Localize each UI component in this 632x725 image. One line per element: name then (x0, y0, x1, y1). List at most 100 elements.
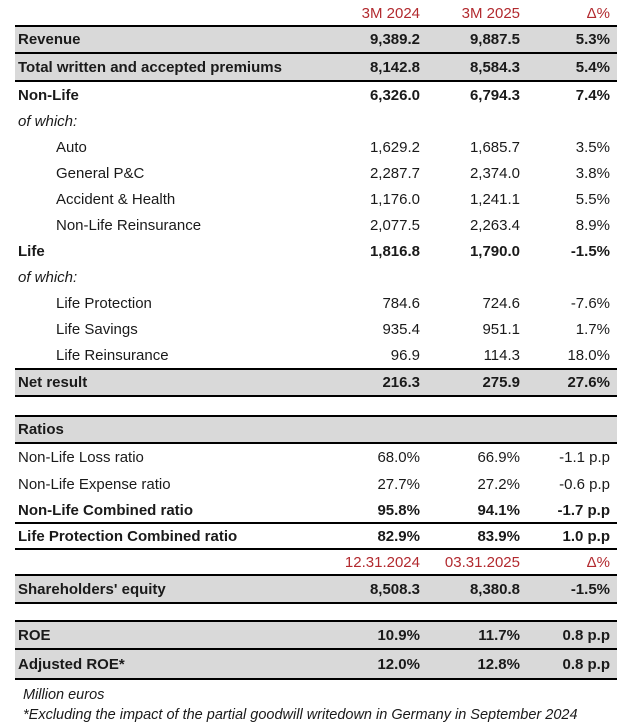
value-3m2025: 1,790.0 (469, 242, 520, 260)
row-nonlife-expense-ratio: Non-Life Expense ratio 27.7% 27.2% -0.6 … (15, 471, 617, 498)
value-delta: -1.5% (570, 580, 610, 598)
row-label: Life Savings (56, 320, 138, 338)
value-dec2024: 8,508.3 (369, 580, 420, 598)
row-life-protection-combined-ratio: Life Protection Combined ratio 82.9% 83.… (15, 524, 617, 550)
value-3m2024: 82.9% (377, 527, 420, 545)
value-3m2024: 95.8% (377, 501, 420, 519)
value-3m2024: 27.7% (377, 476, 420, 493)
value-delta: 0.8 p.p (562, 626, 610, 644)
value-3m2025: 2,263.4 (469, 216, 520, 234)
value-3m2024: 216.3 (382, 374, 420, 391)
value-3m2025: 8,584.3 (469, 58, 520, 76)
row-label: Life (18, 242, 45, 260)
financial-results-table: 3M 2024 3M 2025 Δ% Revenue 9,389.2 9,887… (15, 0, 617, 725)
value-delta: 5.4% (575, 58, 610, 76)
value-3m2025: 114.3 (483, 346, 520, 364)
row-nonlife-loss-ratio: Non-Life Loss ratio 68.0% 66.9% -1.1 p.p (15, 444, 617, 471)
row-label: Non-Life Combined ratio (18, 501, 193, 519)
row-of-which-nonlife: of which: (15, 108, 617, 134)
value-3m2025: 27.2% (477, 476, 520, 493)
row-nonlife-combined-ratio: Non-Life Combined ratio 95.8% 94.1% -1.7… (15, 498, 617, 524)
value-3m2024: 784.6 (382, 294, 420, 312)
row-life-savings: Life Savings 935.4 951.1 1.7% (15, 316, 617, 342)
row-label: Life Protection (56, 294, 152, 312)
value-3m2025: 94.1% (477, 501, 520, 519)
adjusted-roe-footnote: *Excluding the impact of the partial goo… (23, 707, 578, 723)
row-label: Total written and accepted premiums (18, 58, 282, 76)
value-3m2024: 96.9 (390, 346, 420, 364)
value-delta: 0.8 p.p (562, 655, 610, 673)
section-title: Ratios (18, 421, 64, 438)
row-accident-health: Accident & Health 1,176.0 1,241.1 5.5% (15, 186, 617, 212)
row-of-which-life: of which: (15, 264, 617, 290)
value-3m2025: 12.8% (477, 655, 520, 673)
row-label: Non-Life (18, 86, 79, 104)
value-delta: 5.3% (575, 31, 610, 48)
value-delta: 7.4% (575, 86, 610, 104)
row-net-result: Net result 216.3 275.9 27.6% (15, 368, 617, 397)
row-adjusted-roe: Adjusted ROE* 12.0% 12.8% 0.8 p.p (15, 650, 617, 680)
value-3m2025: 724.6 (482, 294, 520, 312)
value-3m2025: 83.9% (477, 527, 520, 545)
date-header-row: 12.31.2024 03.31.2025 Δ% (15, 550, 617, 574)
value-3m2025: 6,794.3 (469, 86, 520, 104)
row-life-protection: Life Protection 784.6 724.6 -7.6% (15, 290, 617, 316)
row-life: Life 1,816.8 1,790.0 -1.5% (15, 238, 617, 264)
header-delta-pct: Δ% (586, 553, 610, 571)
header-date-2025: 03.31.2025 (444, 553, 520, 571)
value-3m2024: 2,077.5 (369, 216, 420, 234)
row-label: ROE (18, 626, 51, 644)
row-nonlife-reinsurance: Non-Life Reinsurance 2,077.5 2,263.4 8.9… (15, 212, 617, 238)
value-delta: -7.6% (570, 294, 610, 312)
row-life-reinsurance: Life Reinsurance 96.9 114.3 18.0% (15, 342, 617, 368)
row-label: of which: (18, 268, 78, 286)
value-3m2025: 2,374.0 (469, 164, 520, 182)
row-label: Life Protection Combined ratio (18, 527, 238, 545)
row-auto: Auto 1,629.2 1,685.7 3.5% (15, 134, 617, 160)
value-delta: 5.5% (575, 190, 610, 208)
row-revenue: Revenue 9,389.2 9,887.5 5.3% (15, 25, 617, 54)
row-label: Net result (18, 374, 88, 391)
header-3m-2025: 3M 2025 (461, 5, 520, 22)
value-3m2025: 1,685.7 (469, 138, 520, 156)
value-3m2024: 10.9% (377, 626, 420, 644)
row-label: Revenue (18, 31, 81, 48)
row-label: Accident & Health (56, 190, 176, 208)
value-delta: 1.0 p.p (562, 527, 610, 545)
row-label: Auto (56, 138, 87, 156)
value-mar2025: 8,380.8 (469, 580, 520, 598)
value-delta: 18.0% (567, 346, 610, 364)
row-total-premiums: Total written and accepted premiums 8,14… (15, 54, 617, 82)
value-delta: 27.6% (567, 374, 610, 391)
row-label: Adjusted ROE* (18, 655, 125, 673)
footnotes: Million euros *Excluding the impact of t… (15, 685, 617, 725)
value-delta: -1.7 p.p (557, 501, 610, 519)
row-label: General P&C (56, 164, 145, 182)
row-label: Non-Life Expense ratio (18, 476, 171, 493)
value-3m2024: 1,629.2 (369, 138, 420, 156)
row-label: Non-Life Reinsurance (56, 216, 202, 234)
row-ratios-header: Ratios (15, 415, 617, 444)
row-label: Non-Life Loss ratio (18, 449, 144, 466)
value-3m2024: 9,389.2 (369, 31, 420, 48)
value-3m2025: 275.9 (482, 374, 520, 391)
value-3m2024: 8,142.8 (369, 58, 420, 76)
row-label: Shareholders' equity (18, 580, 166, 598)
value-3m2025: 11.7% (478, 626, 520, 644)
value-delta: 3.8% (575, 164, 610, 182)
period-header-row: 3M 2024 3M 2025 Δ% (15, 2, 617, 25)
value-3m2025: 951.1 (482, 320, 520, 338)
header-date-2024: 12.31.2024 (344, 553, 420, 571)
header-delta-pct: Δ% (586, 5, 610, 22)
value-3m2024: 68.0% (377, 449, 420, 466)
value-3m2024: 12.0% (377, 655, 420, 673)
value-delta: -1.1 p.p (559, 449, 610, 466)
row-label: of which: (18, 112, 78, 130)
value-3m2024: 6,326.0 (369, 86, 420, 104)
value-3m2025: 1,241.1 (469, 190, 520, 208)
section-gap (15, 604, 617, 620)
value-delta: 8.9% (575, 216, 610, 234)
value-delta: -1.5% (570, 242, 610, 260)
value-delta: 1.7% (575, 320, 610, 338)
value-3m2024: 2,287.7 (369, 164, 420, 182)
